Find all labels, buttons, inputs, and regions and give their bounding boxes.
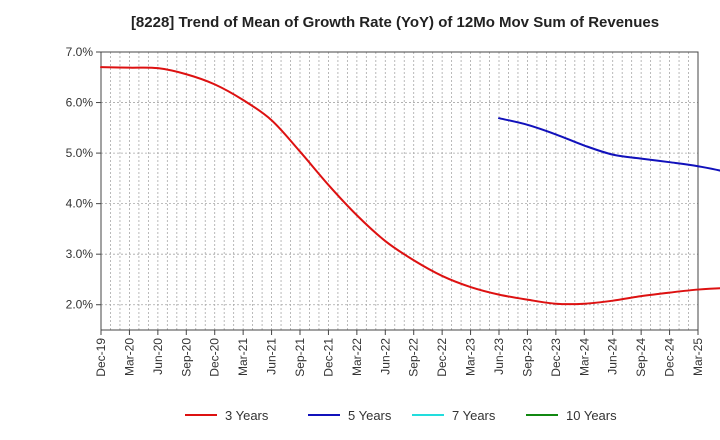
x-tick-label: Dec-22 — [435, 338, 449, 377]
x-tick-label: Mar-22 — [350, 338, 364, 376]
chart-title: [8228] Trend of Mean of Growth Rate (YoY… — [130, 14, 660, 31]
x-tick-label: Jun-24 — [606, 338, 620, 375]
legend-label-5-years: 5 Years — [348, 408, 392, 423]
x-tick-label: Sep-20 — [179, 338, 193, 377]
x-tick-label: Sep-21 — [293, 338, 307, 377]
y-tick-label: 2.0% — [66, 298, 94, 312]
y-tick-label: 5.0% — [66, 146, 94, 160]
x-tick-label: Jun-21 — [265, 338, 279, 375]
legend-label-10-years: 10 Years — [566, 408, 617, 423]
x-tick-label: Mar-20 — [122, 338, 136, 376]
x-tick-label: Dec-20 — [208, 338, 222, 377]
x-tick-label: Mar-25 — [691, 338, 705, 376]
x-tick-label: Dec-23 — [549, 338, 563, 377]
x-tick-label: Dec-21 — [321, 338, 335, 377]
y-tick-label: 7.0% — [66, 45, 94, 59]
x-axis: Dec-19 Mar-20 Jun-20 Sep-20 Dec-20 Mar-21 Jun-… — [94, 330, 705, 377]
grid — [101, 51, 698, 330]
legend-label-7-years: 7 Years — [452, 408, 496, 423]
x-tick-label: Sep-23 — [520, 338, 534, 377]
y-axis: 2.0% 3.0% 4.0% 5.0% 6.0% 7.0% — [66, 45, 101, 312]
y-tick-label: 4.0% — [66, 197, 94, 211]
x-tick-label: Jun-20 — [151, 338, 165, 375]
x-tick-label: Sep-24 — [634, 338, 648, 377]
y-tick-label: 3.0% — [66, 247, 94, 261]
x-tick-label: Dec-24 — [663, 338, 677, 377]
x-tick-label: Mar-24 — [577, 338, 591, 376]
x-tick-label: Jun-23 — [492, 338, 506, 375]
x-tick-label: Mar-21 — [236, 338, 250, 376]
y-tick-label: 6.0% — [66, 96, 94, 110]
plot-area-border — [100, 51, 699, 331]
x-tick-label: Sep-22 — [407, 338, 421, 377]
series-line-5-years — [498, 117, 720, 172]
series-line-3-years — [100, 66, 720, 306]
x-tick-label: Jun-22 — [378, 338, 392, 375]
legend: 3 Years 5 Years 7 Years 10 Years — [185, 408, 617, 423]
x-tick-label: Dec-19 — [94, 338, 108, 377]
legend-label-3-years: 3 Years — [225, 408, 269, 423]
series-lines — [100, 66, 720, 306]
x-tick-label: Mar-23 — [464, 338, 478, 376]
